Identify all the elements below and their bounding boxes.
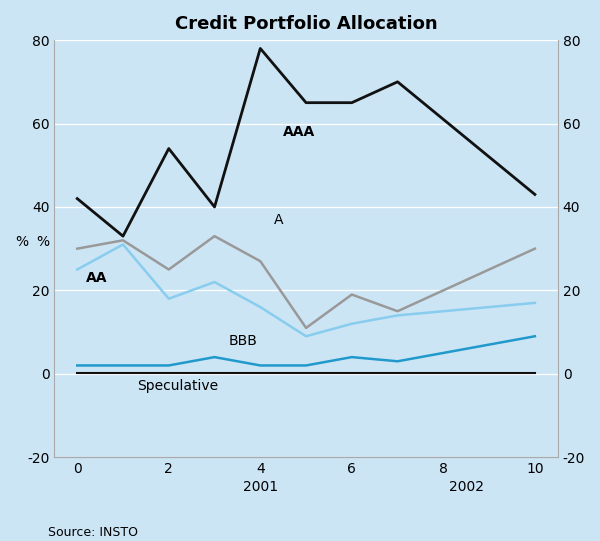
Text: 2002: 2002 [449, 479, 484, 493]
Text: BBB: BBB [228, 334, 257, 348]
Text: AAA: AAA [283, 125, 316, 139]
Text: Source: INSTO: Source: INSTO [48, 526, 138, 539]
Text: Speculative: Speculative [137, 379, 218, 393]
Y-axis label: %: % [37, 235, 50, 249]
Text: 2001: 2001 [243, 479, 278, 493]
Text: AA: AA [86, 271, 108, 285]
Text: A: A [274, 213, 284, 227]
Title: Credit Portfolio Allocation: Credit Portfolio Allocation [175, 15, 437, 33]
Y-axis label: %: % [15, 235, 28, 249]
